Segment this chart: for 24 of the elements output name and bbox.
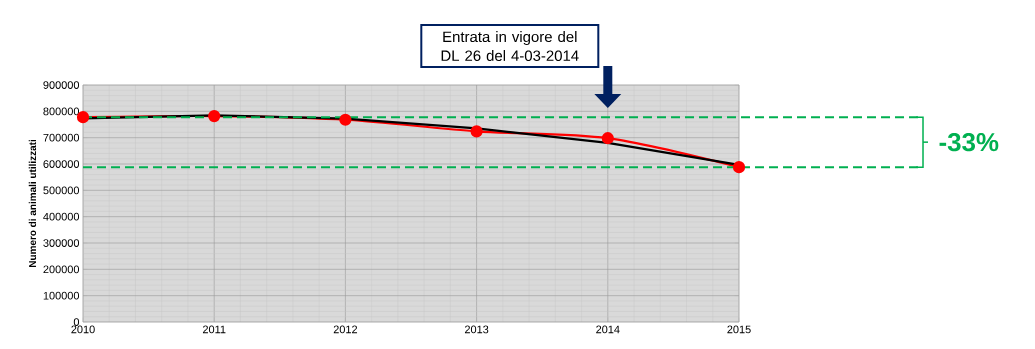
x-tick-label: 2010 bbox=[71, 325, 95, 334]
point bbox=[601, 132, 614, 145]
y-axis-title: Numero di animali utilizzati bbox=[28, 139, 37, 268]
text: Entrata in vigore del DL 26 del 4-03-2014 bbox=[441, 31, 579, 61]
point bbox=[339, 113, 352, 126]
y-tick-label: 900000 bbox=[43, 81, 80, 89]
text: -33% bbox=[939, 132, 999, 152]
point bbox=[208, 109, 221, 123]
y-tick-label: 0 bbox=[73, 318, 80, 326]
x-tick-label: 2014 bbox=[596, 325, 620, 334]
point bbox=[470, 125, 483, 138]
y-tick-label: 800000 bbox=[43, 107, 80, 116]
x-tick-label: 2011 bbox=[202, 325, 226, 334]
x-tick-label: 2015 bbox=[727, 325, 751, 334]
y-tick-label: 200000 bbox=[43, 265, 80, 274]
point bbox=[732, 161, 746, 174]
y-tick-label: 100000 bbox=[43, 291, 80, 300]
x-tick-label: 2013 bbox=[464, 325, 489, 334]
y-tick-label: 700000 bbox=[43, 133, 80, 142]
y-tick-label: 300000 bbox=[43, 239, 80, 247]
y-tick-label: 500000 bbox=[43, 186, 80, 195]
y-tick-label: 400000 bbox=[43, 212, 80, 221]
x-tick-label: 2012 bbox=[333, 325, 358, 334]
y-tick-label: 600000 bbox=[43, 160, 80, 168]
